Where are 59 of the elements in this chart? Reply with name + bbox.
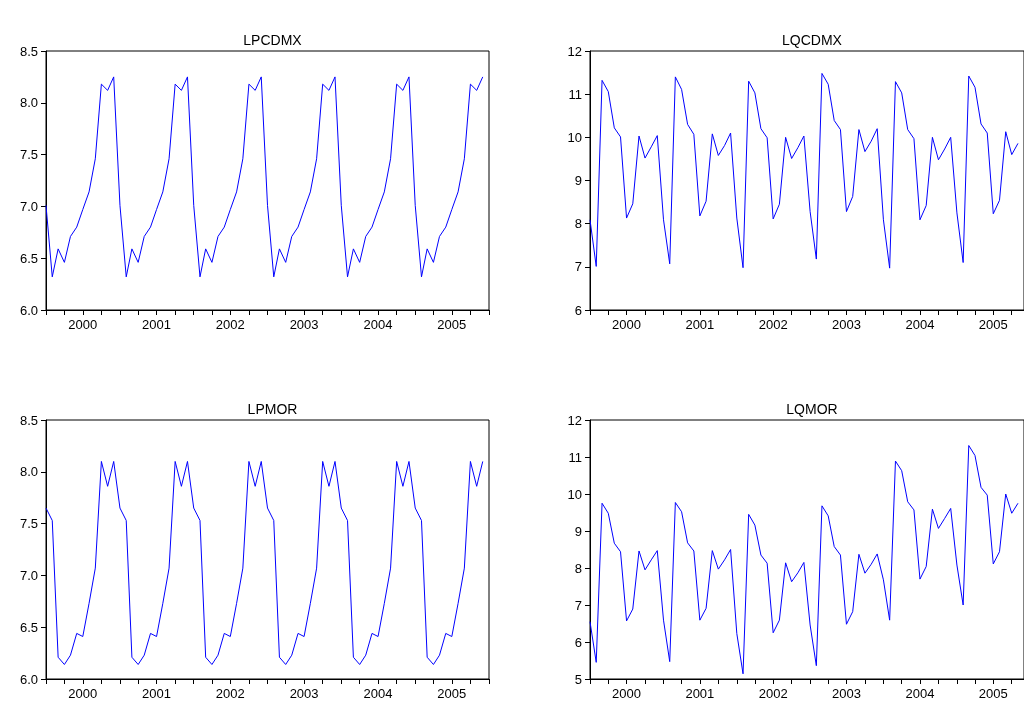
y-tick-label: 10 — [567, 129, 582, 145]
y-tick-label: 6 — [574, 634, 582, 650]
x-tick-label: 2000 — [612, 686, 642, 701]
x-tick-label: 2000 — [612, 317, 642, 332]
x-tick-label: 2001 — [142, 686, 172, 701]
y-tick-label: 7.0 — [19, 198, 38, 214]
y-tick-label: 6.5 — [19, 619, 38, 635]
x-tick-label: 2002 — [215, 686, 245, 701]
y-tick-label: 11 — [568, 86, 582, 102]
x-tick-label: 2005 — [978, 317, 1008, 332]
x-tick-label: 2005 — [978, 686, 1008, 701]
y-tick-label: 6.0 — [19, 302, 38, 318]
y-tick-label: 8.5 — [19, 412, 38, 428]
y-tick-label: 10 — [567, 486, 582, 502]
y-tick-label: 8.0 — [19, 464, 38, 480]
y-tick-label: 12 — [567, 43, 582, 59]
y-tick-label: 11 — [568, 449, 582, 465]
x-tick-label: 2004 — [905, 686, 935, 701]
x-tick-label: 2002 — [758, 317, 788, 332]
chart-title: LQMOR — [786, 401, 838, 417]
y-tick-label: 7 — [574, 259, 582, 275]
x-tick-label: 2003 — [289, 686, 319, 701]
y-tick-label: 9 — [574, 173, 582, 188]
y-tick-label: 7 — [574, 597, 582, 613]
y-tick-label: 8 — [574, 560, 582, 576]
y-tick-label: 6.0 — [19, 671, 38, 687]
x-tick-label: 2001 — [142, 317, 172, 332]
x-tick-label: 2002 — [215, 317, 245, 332]
chart-title: LQCDMX — [782, 32, 843, 48]
y-tick-label: 7.0 — [19, 567, 38, 583]
x-tick-label: 2005 — [437, 686, 467, 701]
x-tick-label: 2003 — [832, 317, 861, 332]
chart-title: LPCDMX — [243, 32, 303, 48]
y-tick-label: 5 — [574, 671, 582, 687]
y-tick-label: 6 — [574, 302, 582, 318]
line-series — [45, 460, 484, 665]
y-tick-label: 7.5 — [19, 516, 38, 532]
y-tick-label: 12 — [567, 412, 582, 428]
x-tick-label: 2002 — [758, 686, 788, 701]
line-series — [589, 445, 1019, 675]
line-series — [589, 72, 1019, 269]
chart-title: LPMOR — [247, 401, 298, 417]
x-tick-label: 2003 — [832, 686, 861, 701]
x-tick-label: 2005 — [437, 317, 467, 332]
x-tick-label: 2001 — [685, 317, 715, 332]
x-tick-label: 2004 — [363, 317, 393, 332]
x-tick-label: 2004 — [905, 317, 935, 332]
x-tick-label: 2000 — [68, 317, 98, 332]
y-tick-label: 9 — [574, 523, 582, 539]
x-tick-label: 2001 — [685, 686, 715, 701]
y-tick-label: 8 — [574, 216, 582, 232]
line-series — [45, 76, 484, 278]
y-tick-label: 8.0 — [19, 95, 38, 111]
x-tick-label: 2004 — [363, 686, 393, 701]
x-tick-label: 2003 — [289, 317, 319, 332]
y-tick-label: 8.5 — [19, 43, 38, 59]
y-tick-label: 6.5 — [19, 250, 38, 266]
y-tick-label: 7.5 — [19, 147, 38, 163]
x-tick-label: 2000 — [68, 686, 98, 701]
